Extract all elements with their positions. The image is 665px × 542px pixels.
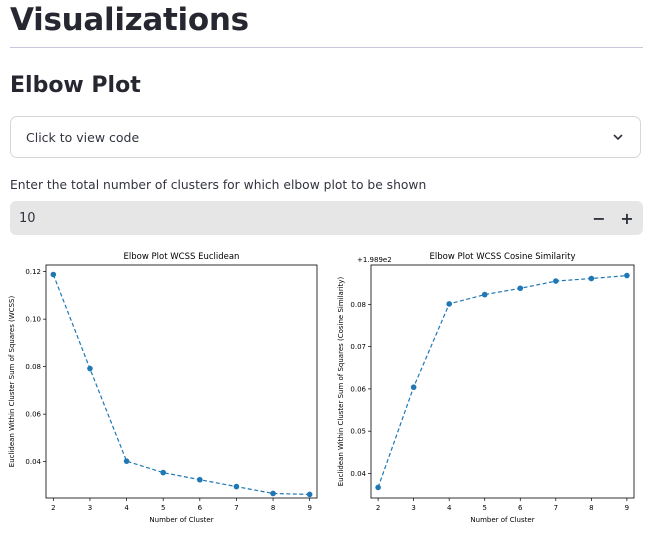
data-point bbox=[197, 476, 203, 483]
y-tick-label: 0.12 bbox=[25, 268, 41, 276]
data-point bbox=[87, 365, 93, 372]
y-tick-label: 0.04 bbox=[25, 458, 41, 466]
cluster-count-input-group: − + bbox=[10, 201, 643, 235]
x-tick-label: 9 bbox=[625, 504, 629, 512]
data-point bbox=[160, 469, 166, 476]
data-point bbox=[446, 301, 452, 307]
x-tick-label: 3 bbox=[88, 504, 92, 512]
data-point bbox=[624, 272, 630, 279]
code-expander[interactable]: Click to view code bbox=[10, 116, 641, 158]
data-point bbox=[410, 384, 417, 391]
series-line bbox=[377, 275, 627, 488]
chart-title: Elbow Plot WCSS Euclidean bbox=[124, 252, 240, 262]
decrement-button[interactable]: − bbox=[592, 208, 606, 228]
y-axis-label: Euclidean Within Cluster Sum of Squares … bbox=[337, 276, 345, 486]
y-tick-label: 0.06 bbox=[350, 385, 366, 393]
y-tick-label: 0.05 bbox=[350, 428, 366, 436]
y-tick-label: 0.08 bbox=[25, 363, 41, 371]
chevron-down-icon bbox=[613, 134, 623, 141]
y-axis-label: Euclidean Within Cluster Sum of Squares … bbox=[8, 296, 16, 468]
x-tick-label: 4 bbox=[124, 504, 129, 512]
x-tick-label: 6 bbox=[518, 504, 523, 512]
plot-frame bbox=[45, 264, 318, 499]
x-tick-label: 8 bbox=[589, 504, 593, 512]
data-point bbox=[588, 275, 595, 282]
x-tick-label: 5 bbox=[482, 504, 486, 512]
x-tick-label: 6 bbox=[198, 504, 203, 512]
x-tick-label: 4 bbox=[447, 504, 452, 512]
y-tick-label: 0.06 bbox=[25, 411, 41, 419]
x-tick-label: 7 bbox=[234, 504, 238, 512]
data-point bbox=[553, 278, 559, 284]
x-tick-label: 3 bbox=[411, 504, 415, 512]
section-title: Elbow Plot bbox=[10, 73, 141, 98]
data-point bbox=[481, 291, 488, 298]
elbow-plot-cosine: Elbow Plot WCSS Cosine Similarity 2 3 4 5 6 7 8… bbox=[337, 252, 635, 524]
page-title: Visualizations bbox=[10, 2, 249, 38]
data-point bbox=[50, 271, 57, 278]
y-tick-label: 0.07 bbox=[350, 343, 366, 351]
data-point bbox=[123, 458, 130, 464]
y-tick-label: 0.08 bbox=[350, 301, 366, 309]
x-tick-label: 7 bbox=[554, 504, 558, 512]
x-axis-label: Number of Cluster bbox=[149, 516, 213, 524]
x-tick-label: 8 bbox=[271, 504, 275, 512]
cluster-count-input[interactable] bbox=[10, 201, 570, 235]
data-point bbox=[517, 285, 524, 292]
x-tick-label: 2 bbox=[376, 504, 380, 512]
x-tick-label: 9 bbox=[307, 504, 311, 512]
y-tick-label: 0.10 bbox=[25, 316, 41, 324]
series-line bbox=[52, 274, 310, 495]
elbow-plot-euclidean: Elbow Plot WCSS Euclidean 2 3 4 5 6 7 8 9 0.04 0.0… bbox=[8, 252, 318, 524]
plot-frame bbox=[370, 264, 635, 499]
x-axis-label: Number of Cluster bbox=[470, 516, 534, 524]
cluster-count-label: Enter the total number of clusters for w… bbox=[10, 178, 427, 192]
x-tick-label: 5 bbox=[161, 504, 165, 512]
data-point bbox=[270, 490, 276, 497]
increment-button[interactable]: + bbox=[620, 208, 634, 228]
chart-title: Elbow Plot WCSS Cosine Similarity bbox=[430, 252, 576, 262]
y-tick-label: 0.04 bbox=[350, 470, 366, 478]
data-point bbox=[233, 483, 240, 490]
title-divider bbox=[10, 47, 643, 48]
expander-label: Click to view code bbox=[26, 130, 140, 145]
data-point bbox=[375, 484, 381, 491]
x-tick-label: 2 bbox=[51, 504, 55, 512]
data-point bbox=[306, 491, 313, 498]
y-offset-label: +1.989e2 bbox=[357, 256, 392, 264]
